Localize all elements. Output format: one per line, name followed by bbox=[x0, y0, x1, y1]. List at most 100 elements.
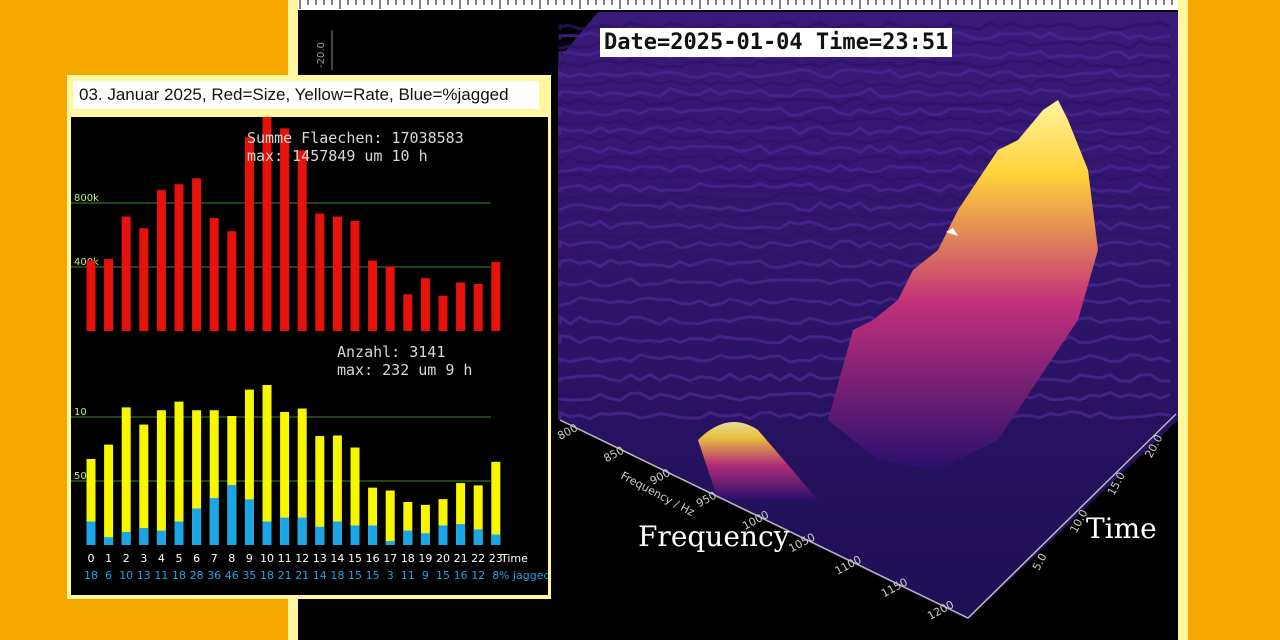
jagged-value-label: 15 bbox=[348, 569, 362, 582]
size-bar bbox=[438, 295, 448, 331]
jagged-value-label: 18 bbox=[84, 569, 98, 582]
jagged-label: % jagged bbox=[499, 569, 548, 582]
size-bar bbox=[156, 190, 166, 331]
count-sum-text: Anzahl: 3141 bbox=[337, 343, 446, 361]
jagged-bar bbox=[227, 485, 237, 545]
rate-bar bbox=[156, 410, 166, 545]
jagged-bar bbox=[385, 541, 395, 545]
summary-title: 03. Januar 2025, Red=Size, Yellow=Rate, … bbox=[73, 81, 539, 109]
size-bar bbox=[350, 220, 360, 331]
size-bar bbox=[121, 216, 131, 331]
hour-tick-label: 20 bbox=[436, 552, 450, 565]
rate-bar bbox=[280, 411, 290, 545]
z-tick-label: -20.0 bbox=[316, 42, 327, 68]
rate-bar bbox=[332, 435, 342, 545]
jagged-bar bbox=[438, 525, 448, 545]
hour-tick-label: 3 bbox=[140, 552, 147, 565]
size-bar bbox=[192, 178, 202, 331]
rate-bar bbox=[473, 485, 483, 545]
hour-tick-label: 15 bbox=[348, 552, 362, 565]
rate-bar bbox=[491, 461, 501, 545]
hour-tick-label: 1 bbox=[105, 552, 112, 565]
size-bar bbox=[244, 137, 254, 331]
gridline-label: 10 bbox=[74, 407, 87, 418]
size-bar bbox=[104, 259, 114, 331]
rate-bar bbox=[209, 410, 219, 545]
hourly-summary-panel: 03. Januar 2025, Red=Size, Yellow=Rate, … bbox=[67, 75, 551, 599]
jagged-bar bbox=[403, 530, 413, 545]
hour-tick-label: 22 bbox=[471, 552, 485, 565]
size-max-text: max: 1457849 um 10 h bbox=[247, 147, 428, 165]
size-bar bbox=[491, 262, 501, 331]
jagged-bar bbox=[192, 508, 202, 545]
jagged-value-label: 14 bbox=[313, 569, 327, 582]
jagged-bar bbox=[456, 524, 466, 545]
time-label: Time bbox=[500, 552, 528, 565]
jagged-value-label: 8 bbox=[492, 569, 499, 582]
gridline-label: 50 bbox=[74, 471, 87, 482]
size-bar bbox=[280, 128, 290, 331]
time-axis-title: Time bbox=[1086, 512, 1157, 545]
hour-tick-label: 11 bbox=[278, 552, 292, 565]
hour-tick-label: 23 bbox=[489, 552, 503, 565]
hour-tick-label: 21 bbox=[454, 552, 468, 565]
jagged-bar bbox=[350, 525, 360, 545]
jagged-value-label: 6 bbox=[105, 569, 112, 582]
summary-bar-chart: 800k 400k 10 50 0 1 2 3 4 5 6 7 8 9 10 11 12 13 14 15 16 17 18… bbox=[71, 117, 548, 595]
surface-ridge bbox=[558, 58, 1171, 70]
hour-tick-label: 4 bbox=[158, 552, 165, 565]
size-bar bbox=[315, 213, 325, 331]
jagged-bar bbox=[315, 526, 325, 545]
time-axis-line bbox=[967, 413, 1177, 619]
frequency-axis-title: Frequency bbox=[638, 520, 790, 553]
surface-ridge bbox=[558, 68, 1171, 80]
frequency-axis-line bbox=[559, 419, 969, 619]
jagged-bar bbox=[473, 529, 483, 545]
rate-bar bbox=[86, 458, 96, 545]
jagged-value-label: 35 bbox=[242, 569, 256, 582]
jagged-bar bbox=[86, 521, 96, 545]
jagged-bar bbox=[104, 537, 114, 545]
jagged-value-label: 11 bbox=[401, 569, 415, 582]
surface-ridge bbox=[558, 77, 1171, 89]
size-bar bbox=[385, 266, 395, 331]
size-bar bbox=[139, 228, 149, 331]
count-max-text: max: 232 um 9 h bbox=[337, 361, 473, 379]
jagged-value-label: 36 bbox=[207, 569, 221, 582]
jagged-bar bbox=[368, 525, 378, 545]
jagged-bar bbox=[280, 517, 290, 545]
jagged-bar bbox=[244, 499, 254, 545]
size-bar bbox=[456, 282, 466, 331]
rate-bar bbox=[368, 487, 378, 545]
jagged-value-label: 46 bbox=[225, 569, 239, 582]
hour-tick-label: 2 bbox=[123, 552, 130, 565]
hour-tick-label: 9 bbox=[246, 552, 253, 565]
hour-tick-label: 0 bbox=[88, 552, 95, 565]
size-sum-text: Summe Flaechen: 17038583 bbox=[247, 129, 464, 147]
hour-tick-label: 7 bbox=[211, 552, 218, 565]
jagged-value-label: 9 bbox=[422, 569, 429, 582]
rate-bar bbox=[456, 483, 466, 545]
hour-tick-label: 13 bbox=[313, 552, 327, 565]
hour-tick-label: 8 bbox=[228, 552, 235, 565]
activity-ridge bbox=[828, 100, 1098, 470]
gridline-label: 800k bbox=[74, 193, 99, 204]
jagged-value-label: 21 bbox=[278, 569, 292, 582]
jagged-value-label: 15 bbox=[436, 569, 450, 582]
hour-tick-label: 18 bbox=[401, 552, 415, 565]
rate-bar bbox=[227, 415, 237, 545]
jagged-bar bbox=[262, 521, 272, 545]
size-bar bbox=[368, 260, 378, 331]
rate-bar bbox=[385, 490, 395, 545]
size-bar bbox=[262, 117, 272, 331]
rate-bar bbox=[262, 385, 272, 545]
hour-tick-label: 14 bbox=[330, 552, 344, 565]
hour-tick-label: 19 bbox=[418, 552, 432, 565]
hour-tick-label: 17 bbox=[383, 552, 397, 565]
jagged-value-label: 28 bbox=[190, 569, 204, 582]
jagged-value-label: 11 bbox=[154, 569, 168, 582]
jagged-value-label: 12 bbox=[471, 569, 485, 582]
jagged-value-label: 15 bbox=[366, 569, 380, 582]
rate-bar bbox=[297, 408, 307, 545]
